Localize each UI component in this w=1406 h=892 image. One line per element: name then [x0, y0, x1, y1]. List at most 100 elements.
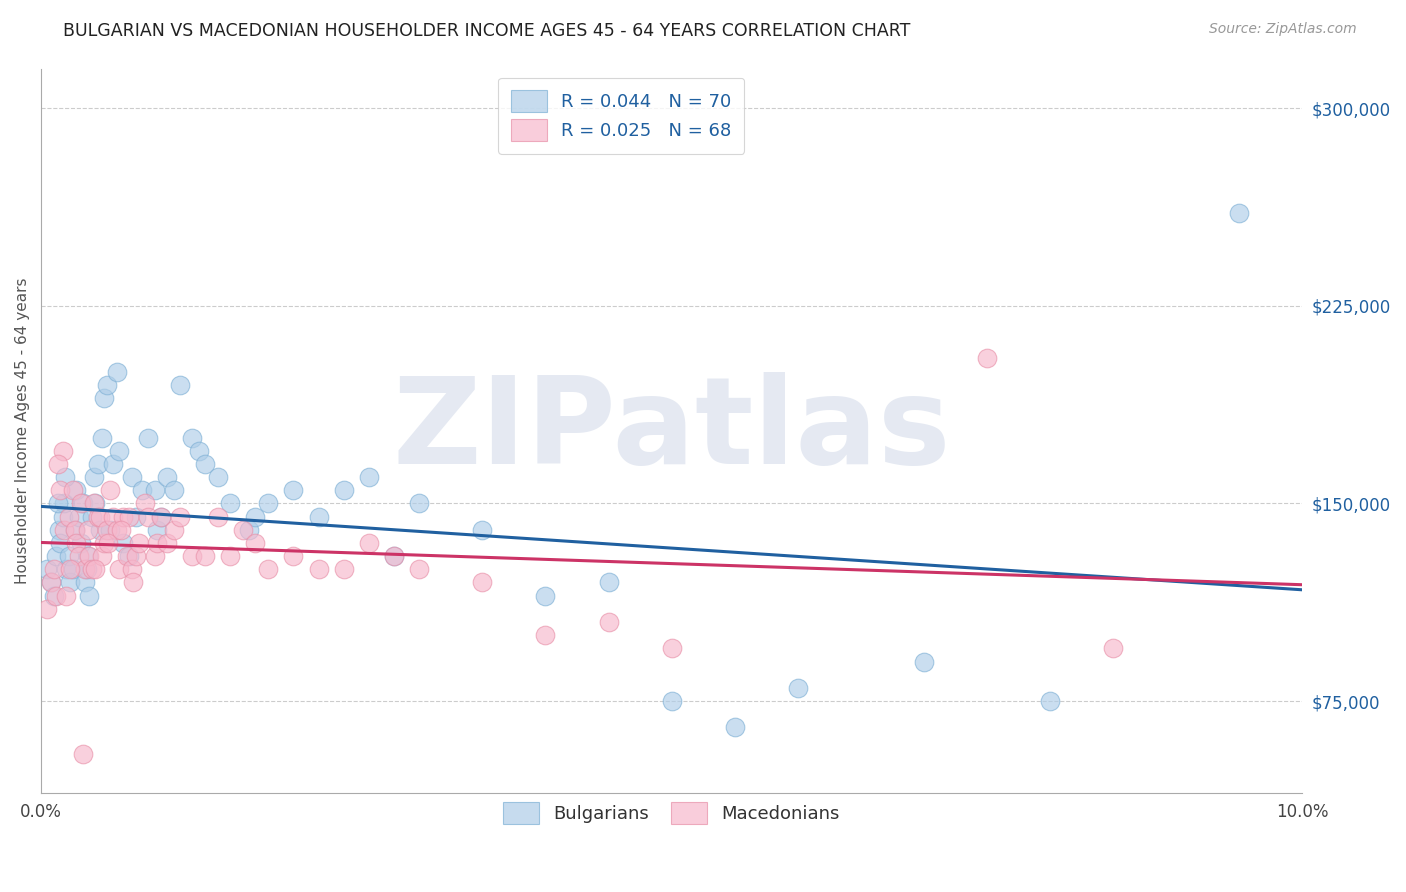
- Point: [76, 549, 98, 563]
- Point: [42, 562, 65, 576]
- Point: [136, 509, 159, 524]
- Point: [245, 509, 267, 524]
- Point: [108, 443, 131, 458]
- Point: [59, 575, 82, 590]
- Point: [136, 430, 159, 444]
- Text: ZIPatlas: ZIPatlas: [392, 373, 950, 490]
- Point: [146, 536, 169, 550]
- Point: [58, 549, 80, 563]
- Point: [194, 457, 217, 471]
- Point: [308, 562, 330, 576]
- Point: [90, 549, 112, 563]
- Point: [96, 523, 118, 537]
- Point: [149, 509, 172, 524]
- Point: [67, 509, 90, 524]
- Point: [67, 549, 90, 563]
- Point: [121, 562, 143, 576]
- Point: [100, 523, 122, 537]
- Point: [598, 575, 620, 590]
- Point: [63, 523, 86, 537]
- Point: [52, 523, 75, 537]
- Point: [80, 562, 103, 576]
- Point: [87, 509, 110, 524]
- Point: [112, 536, 135, 550]
- Text: Source: ZipAtlas.com: Source: ZipAtlas.com: [1209, 22, 1357, 37]
- Legend: Bulgarians, Macedonians: Bulgarians, Macedonians: [492, 791, 851, 835]
- Point: [62, 483, 84, 498]
- Point: [84, 562, 107, 576]
- Point: [87, 457, 110, 471]
- Point: [37, 562, 59, 576]
- Point: [143, 549, 166, 563]
- Point: [45, 589, 67, 603]
- Point: [534, 628, 557, 642]
- Point: [97, 536, 120, 550]
- Point: [382, 549, 405, 563]
- Point: [118, 549, 141, 563]
- Point: [100, 483, 122, 498]
- Point: [723, 721, 745, 735]
- Point: [1227, 206, 1250, 220]
- Point: [149, 509, 172, 524]
- Point: [63, 523, 86, 537]
- Point: [83, 496, 105, 510]
- Point: [125, 509, 148, 524]
- Point: [143, 483, 166, 498]
- Point: [108, 562, 131, 576]
- Point: [83, 470, 105, 484]
- Point: [51, 443, 73, 458]
- Point: [70, 496, 93, 510]
- Point: [53, 470, 76, 484]
- Point: [65, 483, 87, 498]
- Point: [156, 470, 179, 484]
- Point: [283, 483, 305, 498]
- Point: [42, 589, 65, 603]
- Point: [84, 496, 107, 510]
- Point: [912, 655, 935, 669]
- Point: [115, 549, 138, 563]
- Point: [471, 523, 494, 537]
- Point: [169, 509, 191, 524]
- Point: [219, 549, 242, 563]
- Point: [382, 549, 405, 563]
- Point: [39, 575, 62, 590]
- Point: [125, 549, 148, 563]
- Point: [105, 365, 128, 379]
- Point: [112, 509, 135, 524]
- Point: [75, 575, 97, 590]
- Point: [77, 589, 100, 603]
- Point: [72, 496, 94, 510]
- Point: [105, 523, 128, 537]
- Point: [1039, 694, 1062, 708]
- Point: [283, 549, 305, 563]
- Point: [90, 430, 112, 444]
- Point: [238, 523, 260, 537]
- Point: [257, 562, 280, 576]
- Point: [332, 562, 354, 576]
- Point: [46, 457, 69, 471]
- Point: [257, 496, 280, 510]
- Point: [219, 496, 242, 510]
- Point: [76, 562, 98, 576]
- Point: [58, 509, 80, 524]
- Point: [181, 430, 204, 444]
- Point: [77, 549, 100, 563]
- Point: [598, 615, 620, 629]
- Point: [134, 496, 156, 510]
- Point: [122, 575, 145, 590]
- Point: [52, 496, 75, 510]
- Point: [72, 747, 94, 761]
- Point: [70, 536, 93, 550]
- Point: [51, 509, 73, 524]
- Point: [55, 562, 77, 576]
- Point: [110, 523, 132, 537]
- Point: [96, 377, 118, 392]
- Point: [37, 602, 59, 616]
- Y-axis label: Householder Income Ages 45 - 64 years: Householder Income Ages 45 - 64 years: [15, 277, 30, 584]
- Point: [169, 377, 191, 392]
- Point: [156, 536, 179, 550]
- Point: [194, 549, 217, 563]
- Point: [207, 509, 229, 524]
- Point: [162, 523, 184, 537]
- Point: [308, 509, 330, 524]
